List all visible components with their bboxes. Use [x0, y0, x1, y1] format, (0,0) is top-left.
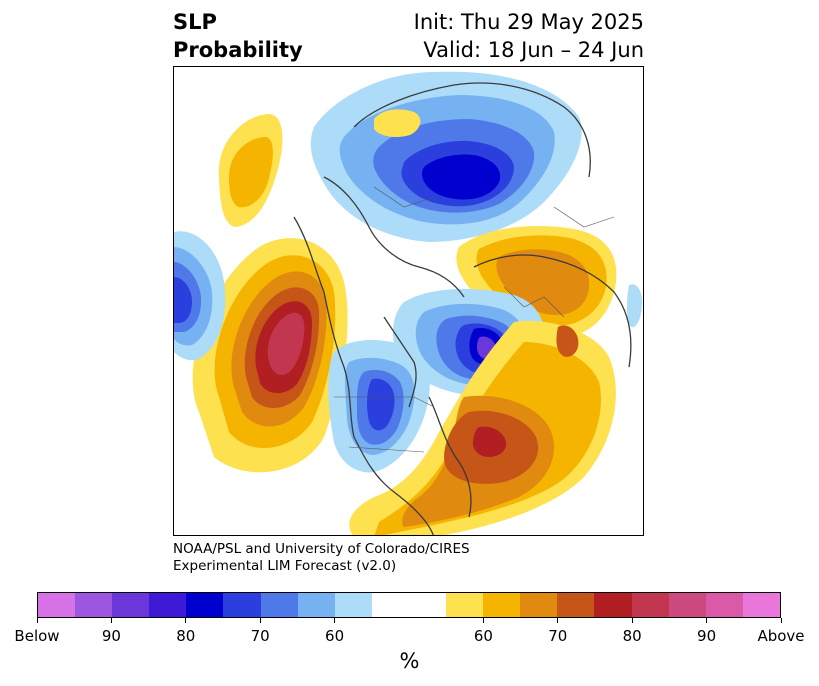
colorbar-segment	[149, 593, 187, 617]
probability-map	[174, 71, 642, 535]
borders	[334, 186, 615, 453]
colorbar-tick-label: 60	[473, 627, 493, 645]
colorbar-segment	[186, 593, 224, 617]
colorbar-segment	[408, 593, 447, 617]
colorbar-tick-mark	[631, 618, 633, 623]
arctic-low	[310, 71, 582, 242]
colorbar-segment	[334, 593, 372, 617]
east-asia-low	[626, 284, 642, 328]
colorbar-tick-label: Below	[14, 627, 60, 645]
colorbar-segment	[446, 593, 484, 617]
colorbar-tick-label: 70	[548, 627, 568, 645]
title-right: Init: Thu 29 May 2025 Valid: 18 Jun – 24…	[414, 8, 644, 64]
colorbar-segment	[520, 593, 558, 617]
gulf-alaska-anomaly	[218, 114, 283, 227]
colorbar-tick-label: 70	[250, 627, 270, 645]
colorbar-segment	[223, 593, 261, 617]
title-variable: SLP	[173, 10, 217, 34]
colorbar-segment	[75, 593, 113, 617]
colorbar-tick-mark	[780, 618, 782, 623]
credit-line-2: Experimental LIM Forecast (v2.0)	[173, 558, 397, 574]
colorbar-tick-label: 60	[325, 627, 345, 645]
canada-low	[328, 340, 430, 473]
colorbar-tick-mark	[334, 618, 336, 623]
colorbar-segment	[297, 593, 335, 617]
greenland-high	[374, 109, 421, 137]
west-pacific-low	[174, 231, 226, 361]
map-frame	[173, 66, 644, 536]
colorbar-segment	[112, 593, 150, 617]
colorbar-tick-label: Above	[757, 627, 805, 645]
credit: NOAA/PSL and University of Colorado/CIRE…	[173, 541, 470, 575]
colorbar-segment	[742, 593, 780, 617]
colorbar-tick-mark	[482, 618, 484, 623]
title-type: Probability	[173, 38, 303, 62]
colorbar-tick-mark	[259, 618, 261, 623]
colorbar-tick-mark	[36, 618, 38, 623]
pacific-high-anomaly	[192, 238, 348, 473]
colorbar-segment	[557, 593, 595, 617]
west-atlantic-high	[349, 320, 616, 535]
valid-range: Valid: 18 Jun – 24 Jun	[423, 38, 644, 62]
init-date: Init: Thu 29 May 2025	[413, 10, 644, 34]
coastlines	[293, 82, 632, 535]
russia-small-high	[556, 325, 579, 357]
colorbar-segment	[631, 593, 669, 617]
colorbar-segment	[594, 593, 632, 617]
colorbar-tick-mark	[185, 618, 187, 623]
colorbar-unit-label: %	[399, 649, 420, 673]
colorbar-tick-label: 90	[697, 627, 717, 645]
colorbar-segment	[668, 593, 706, 617]
colorbar-tick-label: 80	[622, 627, 642, 645]
colorbar-tick-mark	[706, 618, 708, 623]
colorbar-segment	[705, 593, 743, 617]
colorbar-tick-mark	[557, 618, 559, 623]
colorbar-segment	[38, 593, 76, 617]
colorbar-segment	[371, 593, 409, 617]
colorbar-tick-label: 80	[176, 627, 196, 645]
colorbar-tick-label: 90	[101, 627, 121, 645]
colorbar-tick-mark	[110, 618, 112, 623]
title-left: SLP Probability	[173, 8, 303, 64]
colorbar-segment	[260, 593, 298, 617]
credit-line-1: NOAA/PSL and University of Colorado/CIRE…	[173, 541, 470, 557]
colorbar-segment	[483, 593, 521, 617]
colorbar	[37, 592, 781, 618]
